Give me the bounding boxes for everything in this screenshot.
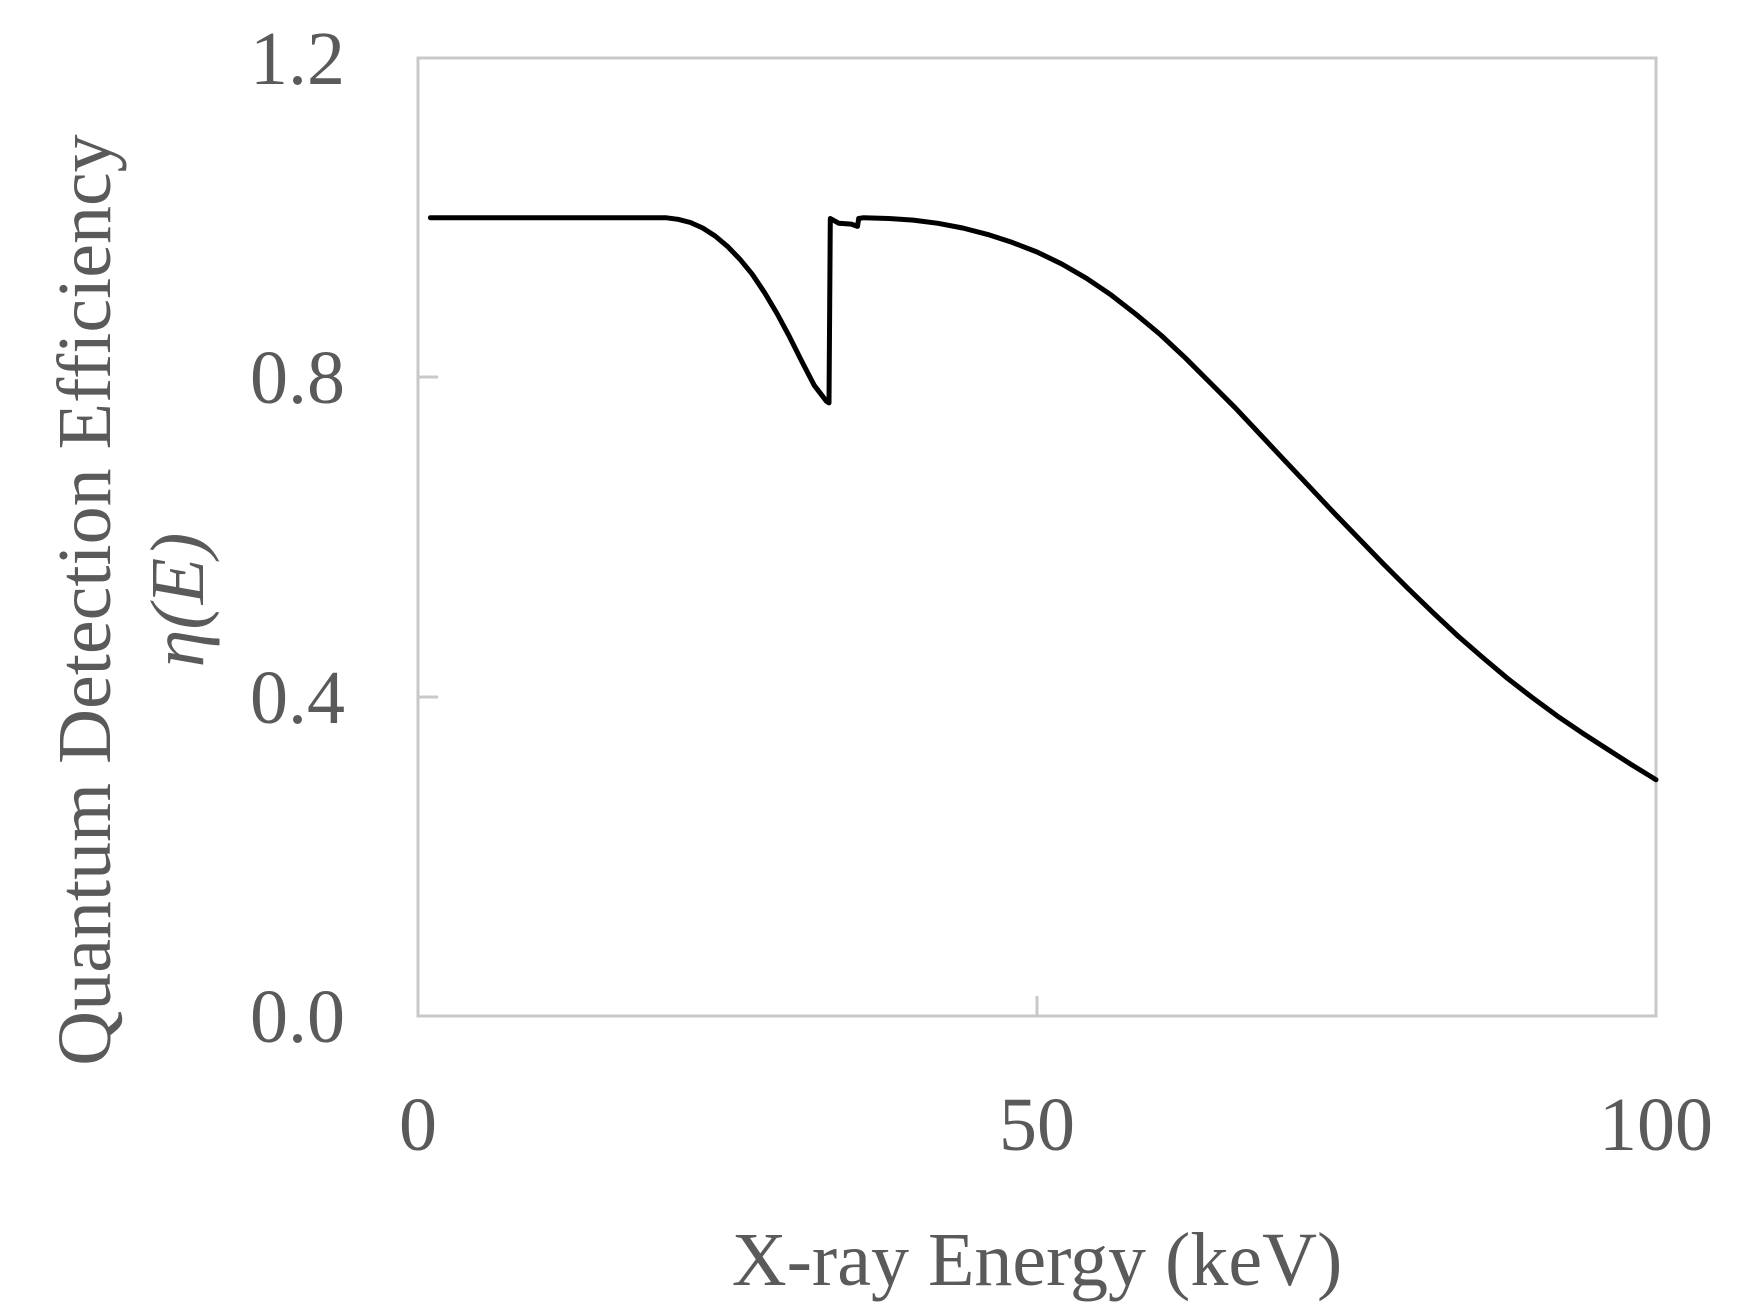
x-tick-label: 50 bbox=[999, 1083, 1075, 1167]
x-tick-label: 0 bbox=[399, 1083, 437, 1167]
x-axis-title: X-ray Energy (keV) bbox=[732, 1218, 1343, 1302]
series-line-0 bbox=[427, 215, 1659, 783]
y-tick-label: 0.8 bbox=[250, 336, 345, 420]
y-axis-symbol: η(E) bbox=[136, 533, 220, 668]
plot-frame bbox=[416, 56, 1658, 1018]
x-tick-label: 100 bbox=[1599, 1083, 1713, 1167]
y-tick-label: 1.2 bbox=[250, 17, 345, 101]
series-layer bbox=[427, 215, 1659, 783]
y-tick-label: 0.0 bbox=[250, 975, 345, 1059]
y-tick-label: 0.4 bbox=[250, 656, 345, 740]
y-axis-title: Quantum Detection Efficiency bbox=[43, 134, 127, 1065]
